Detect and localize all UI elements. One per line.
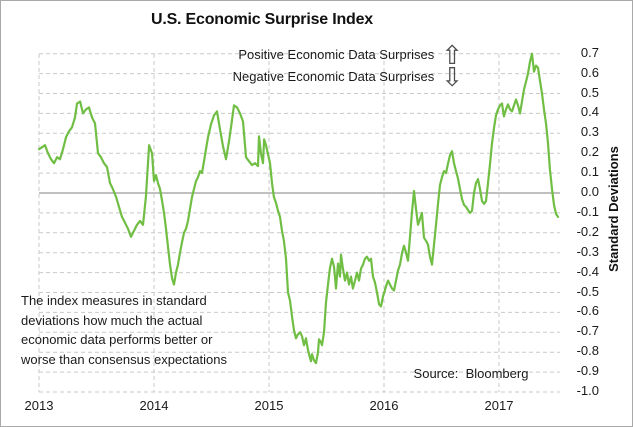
- y-axis-tick-label: 0.3: [580, 124, 599, 140]
- y-axis-tick-label: -0.8: [576, 343, 599, 359]
- positive-surprises-annotation: Positive Economic Data Surprises ⇧: [141, 42, 463, 68]
- y-axis-tick-label: 0.7: [580, 44, 599, 60]
- x-axis-tick-label: 2015: [254, 398, 284, 413]
- x-axis-tick-label: 2016: [369, 398, 399, 413]
- economic-surprise-index-series: [37, 52, 560, 365]
- y-axis-tick-label: -0.9: [576, 363, 599, 379]
- x-axis-tick-label: 2013: [24, 398, 54, 413]
- y-axis-tick-label: -0.2: [576, 223, 599, 239]
- y-axis-tick-label: -0.3: [576, 243, 599, 259]
- y-axis-tick-label: 0.1: [580, 164, 599, 180]
- negative-surprises-label: Negative Economic Data Surprises: [232, 69, 435, 84]
- index-description-note: The index measures in standard deviation…: [21, 293, 227, 367]
- y-axis-tick-label: 0.5: [580, 84, 599, 100]
- chart-title: U.S. Economic Surprise Index: [150, 11, 374, 28]
- y-axis-tick-label: 0.0: [580, 184, 599, 199]
- x-axis-tick-label: 2017: [484, 398, 514, 413]
- down-arrow-icon: ⇩: [441, 62, 463, 92]
- y-axis-tick-label: -0.7: [576, 323, 599, 339]
- y-axis-tick-label: 0.4: [580, 104, 599, 120]
- y-axis-tick-label: -0.4: [576, 263, 599, 279]
- y-axis-tick-label: -0.1: [576, 203, 599, 219]
- source-credit: Source: Bloomberg: [413, 366, 529, 381]
- y-axis-tick-label: -1.0: [576, 383, 599, 398]
- y-axis-tick-label: -0.5: [576, 283, 599, 299]
- y-axis-tick-label: 0.2: [580, 144, 599, 160]
- x-axis-tick-label: 2014: [139, 398, 169, 413]
- positive-surprises-label: Positive Economic Data Surprises: [238, 47, 435, 62]
- up-arrow-icon: ⇧: [441, 40, 463, 70]
- negative-surprises-annotation: Negative Economic Data Surprises ⇩: [141, 64, 463, 90]
- y-axis-title: Standard Deviations: [606, 146, 621, 272]
- y-axis-tick-label: -0.6: [576, 303, 599, 319]
- y-axis-tick-label: 0.6: [580, 64, 599, 80]
